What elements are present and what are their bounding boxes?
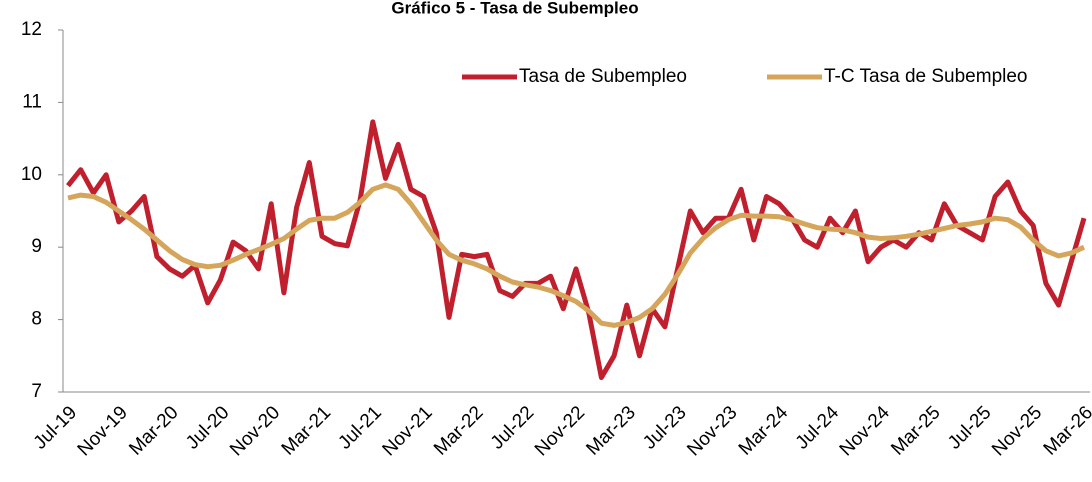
y-tick-label: 9 xyxy=(31,236,42,257)
y-tick-label: 8 xyxy=(31,309,42,330)
x-tick-label: Mar-20 xyxy=(125,402,182,459)
series-line xyxy=(67,182,1086,328)
x-tick-label: Nov-25 xyxy=(988,402,1046,460)
legend-label: Tasa de Subempleo xyxy=(519,66,687,87)
x-tick-label: Nov-21 xyxy=(379,402,437,460)
x-tick-label: Mar-23 xyxy=(582,402,639,459)
legend-label: T-C Tasa de Subempleo xyxy=(824,66,1028,87)
x-tick-label: Nov-24 xyxy=(836,402,894,460)
x-tick-label: Nov-22 xyxy=(531,402,589,460)
x-tick-label: Mar-24 xyxy=(735,402,793,460)
x-tick-label: Mar-21 xyxy=(278,402,335,459)
x-tick-label: Nov-19 xyxy=(74,402,132,460)
y-tick-label: 10 xyxy=(21,164,42,185)
x-tick-label: Nov-23 xyxy=(683,402,741,460)
x-tick-label: Mar-26 xyxy=(1040,402,1092,459)
chart-title: Gráfico 5 - Tasa de Subempleo xyxy=(391,0,638,17)
series-line xyxy=(66,119,1087,380)
x-tick-label: Nov-20 xyxy=(226,402,284,460)
y-tick-label: 12 xyxy=(21,19,42,40)
x-tick-label: Mar-22 xyxy=(430,402,487,459)
y-tick-label: 7 xyxy=(31,381,42,402)
y-tick-label: 11 xyxy=(22,91,42,112)
x-tick-label: Mar-25 xyxy=(887,402,944,459)
